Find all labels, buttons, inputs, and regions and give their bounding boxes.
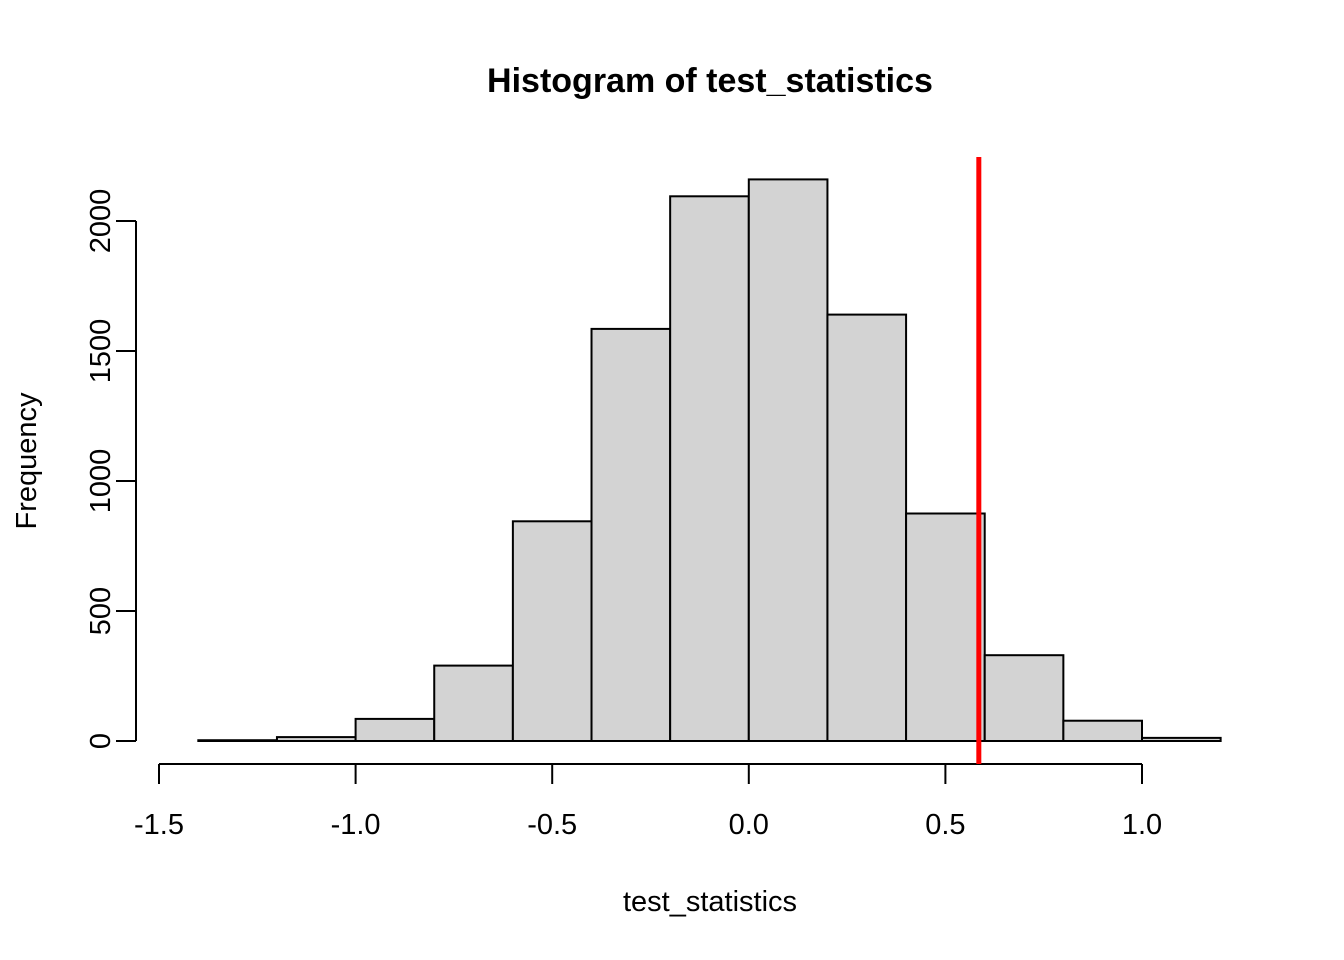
x-tick-label: 0.0 [729, 809, 769, 841]
histogram-bar [590, 327, 672, 742]
y-tick-label: 2000 [85, 189, 117, 254]
chart-title: Histogram of test_statistics [487, 62, 933, 100]
x-tick-label: -1.0 [331, 809, 381, 841]
x-tick-label: -1.5 [134, 809, 184, 841]
histogram-bar [747, 178, 829, 742]
y-tick-label: 1500 [85, 319, 117, 384]
histogram-bar [826, 313, 908, 742]
histogram-bar [275, 736, 357, 742]
histogram-bar [511, 520, 593, 742]
y-tick-label: 0 [85, 733, 117, 749]
histogram-bar [669, 195, 750, 743]
y-axis-label: Frequency [11, 392, 43, 530]
histogram-bar [197, 739, 278, 742]
histogram-bar [1141, 736, 1222, 743]
histogram-bar [905, 512, 986, 742]
x-axis: -1.5 -1.0 -0.5 0.0 0.5 1.0 [134, 763, 1162, 841]
x-tick-label: 1.0 [1122, 809, 1162, 841]
histogram-bar [354, 717, 436, 743]
x-tick-label: 0.5 [925, 809, 965, 841]
histogram-bar [983, 654, 1065, 743]
bars-group [197, 178, 1222, 743]
y-tick-label: 500 [85, 587, 117, 635]
histogram-bar [1062, 719, 1143, 742]
y-axis: 0 500 1000 1500 2000 [85, 189, 137, 749]
x-tick-label: -0.5 [527, 809, 577, 841]
x-axis-label: test_statistics [623, 886, 797, 918]
y-tick-label: 1000 [85, 449, 117, 514]
histogram-bar [433, 664, 514, 742]
